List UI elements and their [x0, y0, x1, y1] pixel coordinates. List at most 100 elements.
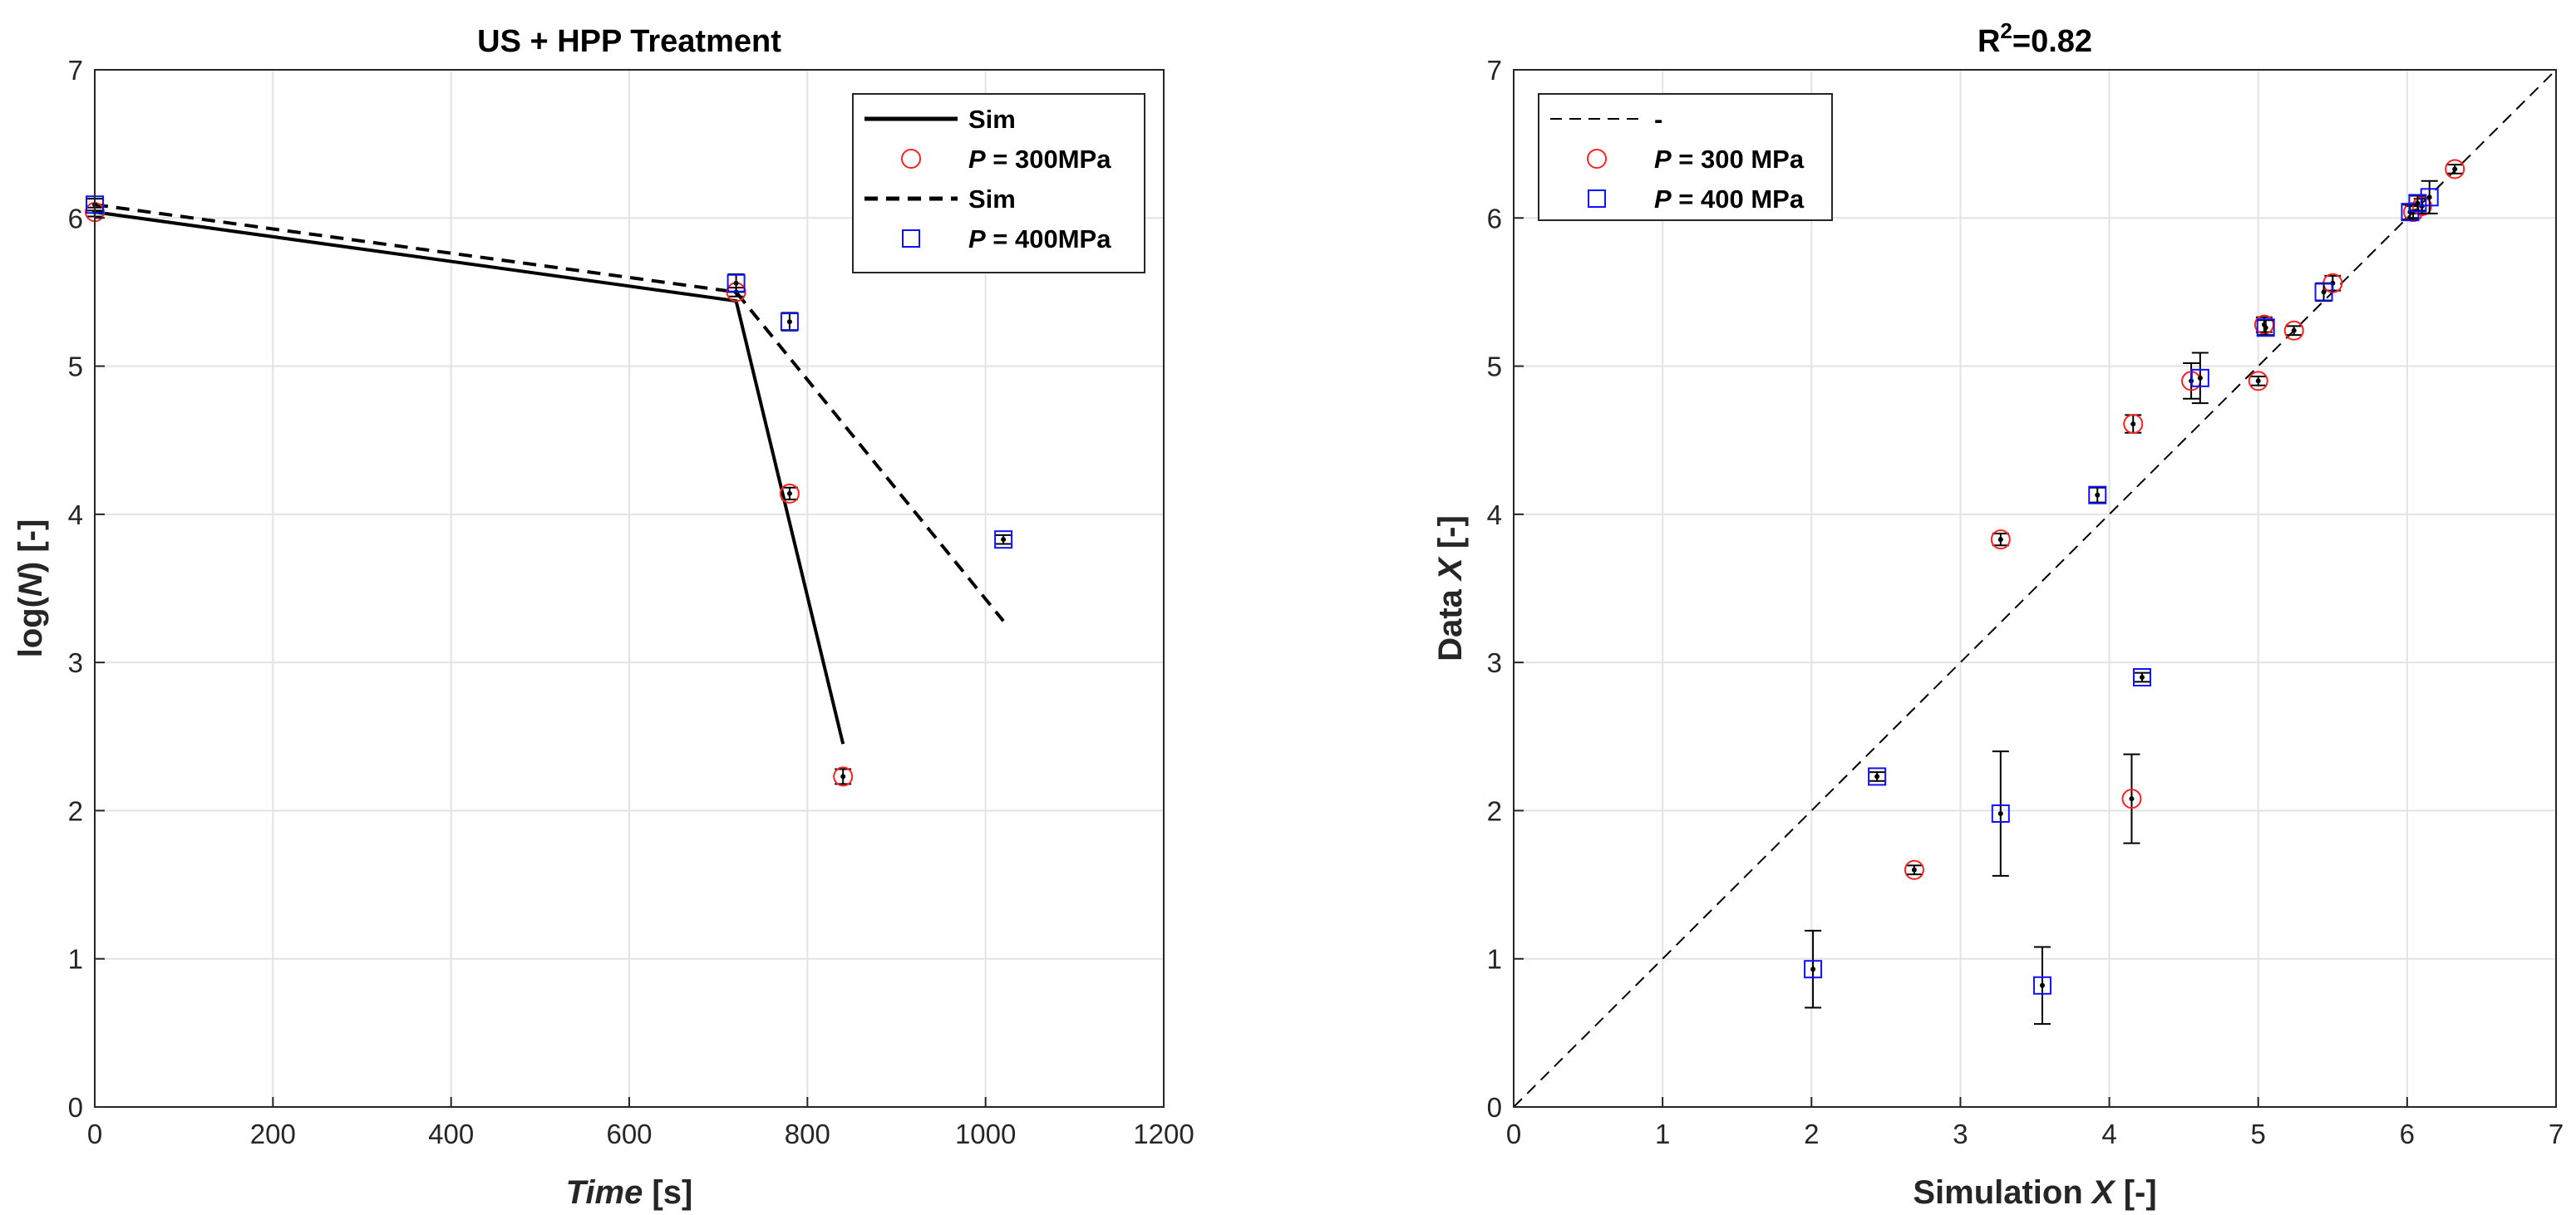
y-tick-label: 2	[68, 795, 83, 826]
x-tick-label: 800	[785, 1119, 830, 1149]
data-point-p400	[1991, 804, 2010, 823]
data-center-dot	[2197, 375, 2203, 381]
y-tick-label: 1	[68, 944, 83, 975]
data-marks	[1513, 69, 2557, 1108]
data-center-dot	[2291, 327, 2297, 333]
data-point-p300	[2248, 371, 2268, 391]
data-center-dot	[1874, 774, 1880, 780]
data-point-p400	[2420, 188, 2439, 207]
legend-square-marker	[1588, 189, 1606, 208]
x-tick-label: 1200	[1133, 1119, 1194, 1149]
data-center-dot	[2426, 194, 2432, 200]
legend-label-sim-400: Sim	[968, 184, 1016, 214]
data-center-dot	[786, 319, 792, 325]
y-tick-label: 6	[68, 203, 83, 234]
y-tick-label: 7	[68, 55, 83, 86]
data-point-p400	[727, 273, 746, 293]
y-tick-label: 0	[1487, 1092, 1502, 1123]
data-point-p300	[2445, 159, 2465, 180]
x-tick-label: 7	[2549, 1119, 2564, 1149]
data-center-dot	[2255, 378, 2261, 384]
data-center-dot	[1911, 867, 1917, 873]
data-center-dot	[2129, 796, 2135, 802]
x-tick-label: 600	[606, 1119, 652, 1149]
data-point-p400	[2132, 667, 2151, 686]
data-point-p300	[1904, 859, 1924, 880]
x-tick-label: 3	[1953, 1119, 1968, 1149]
data-point-p400	[1868, 767, 1887, 786]
legend: Sim P = 300MPa Sim P = 400MPa	[852, 93, 1145, 273]
data-point-p400	[2032, 976, 2051, 995]
chart-title: US + HPP Treatment	[477, 24, 781, 59]
y-tick-label: 3	[1487, 647, 1502, 678]
legend-square-marker	[902, 229, 920, 248]
data-point-p400	[2408, 194, 2427, 213]
y-tick-label: 5	[1487, 352, 1502, 382]
chart-title: R2=0.82	[1978, 18, 2092, 59]
data-center-dot	[2095, 492, 2101, 498]
legend-label-p300: P = 300 MPa	[1654, 145, 1805, 174]
data-center-dot	[2452, 166, 2458, 172]
legend-box	[852, 93, 1145, 273]
data-point-p400	[2088, 485, 2107, 504]
data-center-dot	[2263, 325, 2268, 331]
x-tick-label: 1000	[955, 1119, 1016, 1149]
data-point-p400	[2190, 368, 2209, 387]
data-center-dot	[1997, 537, 2003, 543]
data-center-dot	[2321, 289, 2327, 295]
tick-labels: 0 200 400 600 800 1000 1200 0 1 2 3 4 5 6 7	[68, 55, 1194, 1149]
y-tick-label: 7	[1487, 55, 1502, 86]
sim-line-dashed	[94, 203, 1005, 622]
legend-label-sim-300: Sim	[968, 105, 1016, 134]
data-point-p300	[1990, 529, 2011, 550]
data-point-p400	[2256, 318, 2275, 337]
y-tick-label: 1	[1487, 944, 1502, 975]
y-tick-label: 5	[68, 352, 83, 382]
x-tick-label: 0	[1506, 1119, 1521, 1149]
data-center-dot	[733, 280, 739, 286]
y-tick-label: 6	[1487, 203, 1502, 234]
x-axis-label: Time [s]	[566, 1174, 693, 1211]
data-point-p400	[780, 312, 799, 332]
y-tick-label: 2	[1487, 795, 1502, 826]
y-tick-label: 4	[68, 499, 83, 530]
x-tick-label: 5	[2251, 1119, 2266, 1149]
data-center-dot	[1001, 537, 1007, 543]
data-point-p300	[779, 483, 800, 504]
legend-label-p400: P = 400 MPa	[1654, 184, 1805, 214]
data-point-p400	[1804, 960, 1823, 979]
x-tick-label: 6	[2400, 1119, 2415, 1149]
data-center-dot	[1810, 967, 1816, 972]
x-tick-label: 1	[1655, 1119, 1670, 1149]
data-marks	[85, 195, 1013, 787]
y-axis-label: Data X [-]	[1432, 515, 1469, 662]
data-center-dot	[1997, 810, 2003, 816]
data-center-dot	[2039, 982, 2045, 988]
data-point-p300	[833, 766, 854, 787]
time-course-chart: 0 200 400 600 800 1000 1200 0 1 2 3 4 5 6 7 US + HPP T…	[12, 24, 1194, 1211]
x-tick-label: 2	[1804, 1119, 1819, 1149]
legend: - P = 300 MPa P = 400 MPa	[1538, 93, 1833, 221]
data-center-dot	[2415, 200, 2421, 206]
x-tick-label: 4	[2101, 1119, 2116, 1149]
data-center-dot	[840, 774, 846, 780]
data-center-dot	[786, 490, 792, 496]
x-tick-label: 400	[428, 1119, 474, 1149]
parity-chart: 0 1 2 3 4 5 6 7 0 1 2 3 4 5 6 7 R2=0.82 Simulation X [-…	[1432, 18, 2564, 1211]
data-point-p300	[2123, 414, 2144, 435]
y-tick-label: 0	[68, 1092, 83, 1123]
y-tick-label: 4	[1487, 499, 1502, 530]
data-point-p400	[2314, 283, 2333, 302]
data-point-p400	[994, 530, 1013, 549]
data-point-p300	[2283, 320, 2304, 341]
legend-label-p300: P = 300MPa	[968, 145, 1111, 174]
legend-label-p400: P = 400MPa	[968, 224, 1111, 253]
legend-circle-marker	[901, 149, 921, 169]
data-point-p300	[2121, 789, 2142, 809]
x-axis-label: Simulation X [-]	[1913, 1174, 2156, 1211]
tick-labels: 0 1 2 3 4 5 6 7 0 1 2 3 4 5 6 7	[1487, 55, 2564, 1149]
legend-circle-marker	[1587, 149, 1607, 169]
axes-box	[1513, 69, 2557, 1108]
y-axis-label: log(N) [-]	[12, 519, 49, 658]
